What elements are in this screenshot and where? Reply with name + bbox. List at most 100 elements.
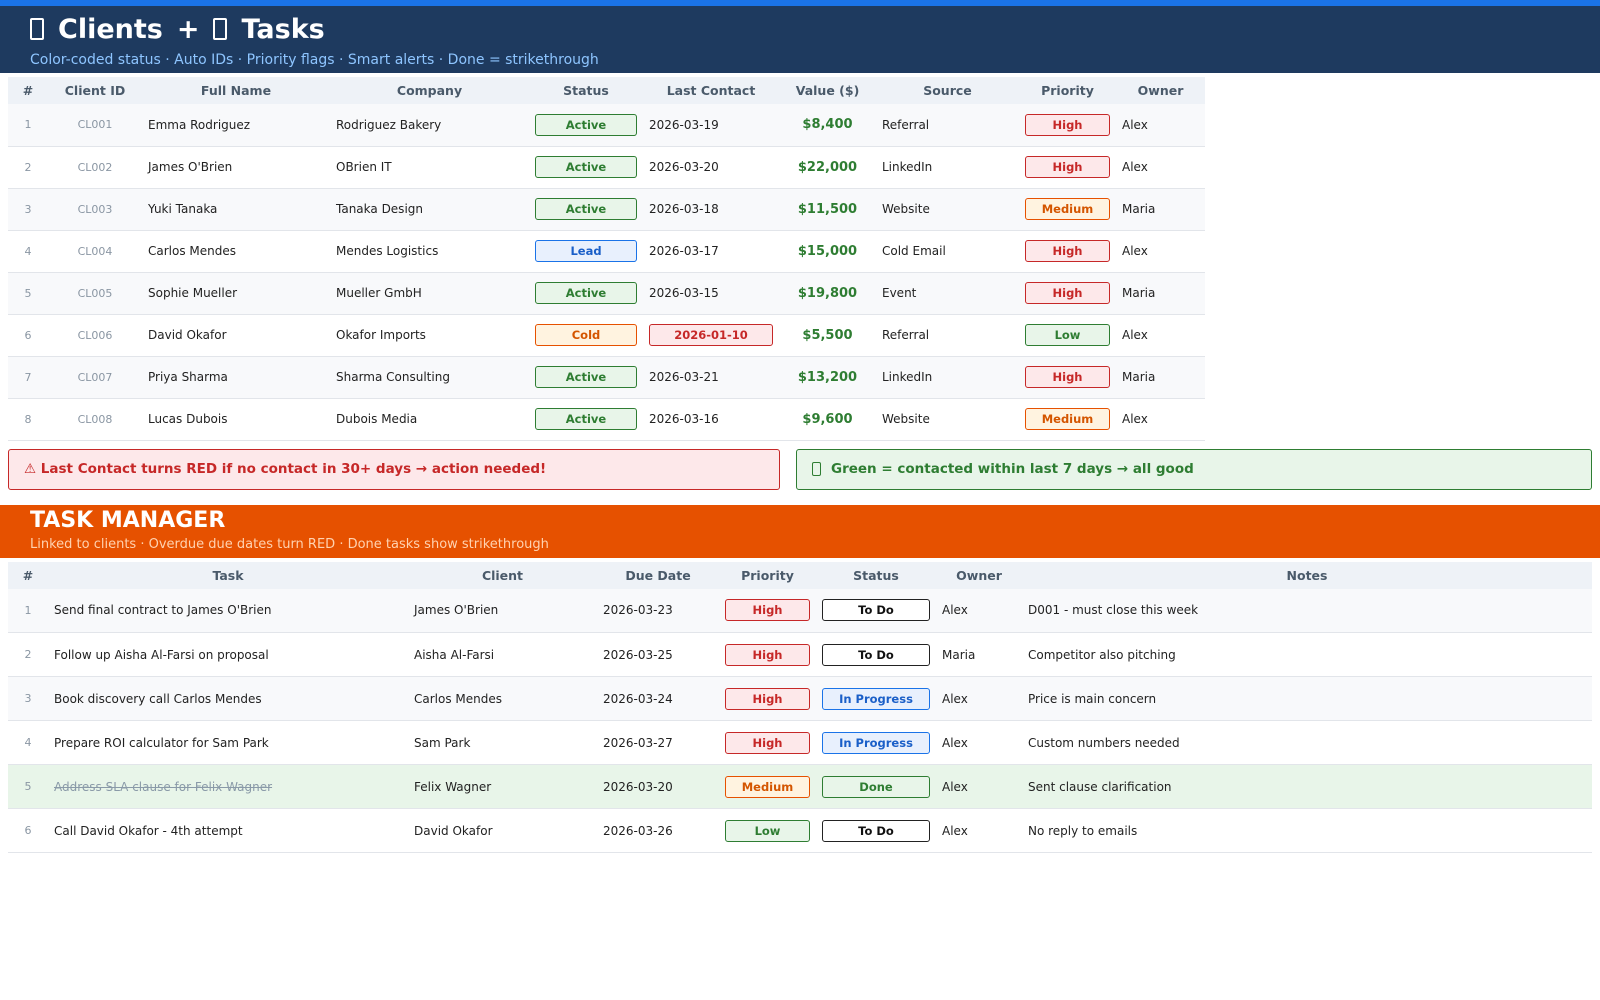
cell: High xyxy=(719,632,816,677)
cell: In Progress xyxy=(816,720,936,765)
cell: CL004 xyxy=(48,230,142,273)
cell: Low xyxy=(1019,314,1116,357)
icon xyxy=(812,462,821,476)
cell: Carlos Mendes xyxy=(408,676,597,721)
badge: Medium xyxy=(1025,408,1110,430)
cell: Follow up Aisha Al-Farsi on proposal xyxy=(48,632,408,677)
cell: Mueller GmbH xyxy=(330,272,529,315)
cell: Active xyxy=(529,188,643,231)
cell: $22,000 xyxy=(779,146,876,189)
column-header: Client ID xyxy=(48,77,142,104)
badge: To Do xyxy=(822,819,930,842)
row: 3 Book discovery call Carlos Mendes Carlos… xyxy=(8,676,1592,721)
row: 2 CL002 James O'Brien OBrien IT Active 2026-0… xyxy=(8,146,1205,189)
cell: Sent clause clarification xyxy=(1022,764,1592,809)
cell: Low xyxy=(719,808,816,853)
cell: CL001 xyxy=(48,104,142,147)
cell: Alex xyxy=(1116,104,1205,147)
badge: High xyxy=(725,643,810,666)
cell: $5,500 xyxy=(779,314,876,357)
cell: 4 xyxy=(8,230,48,273)
cell: Book discovery call Carlos Mendes xyxy=(48,676,408,721)
cell: High xyxy=(719,720,816,765)
cell: High xyxy=(1019,104,1116,147)
cell: $9,600 xyxy=(779,398,876,441)
cell: 7 xyxy=(8,356,48,399)
column-header: Status xyxy=(529,77,643,104)
badge: High xyxy=(1025,366,1110,388)
cell: No reply to emails xyxy=(1022,808,1592,853)
cell: Referral xyxy=(876,314,1019,357)
cell: Priya Sharma xyxy=(142,356,330,399)
cell: Active xyxy=(529,398,643,441)
title-text: Clients xyxy=(58,13,163,45)
cell: In Progress xyxy=(816,676,936,721)
column-header: # xyxy=(8,561,48,589)
cell: CL007 xyxy=(48,356,142,399)
cell: Active xyxy=(529,272,643,315)
column-header: Priority xyxy=(1019,77,1116,104)
cell: Website xyxy=(876,398,1019,441)
cell: $13,200 xyxy=(779,356,876,399)
cell: Medium xyxy=(1019,398,1116,441)
badge: High xyxy=(1025,113,1110,136)
cell: Address SLA clause for Felix Wagner xyxy=(48,764,408,809)
badge: High xyxy=(1025,282,1110,304)
cell: OBrien IT xyxy=(330,146,529,189)
row: 2 Follow up Aisha Al-Farsi on proposal Ais… xyxy=(8,632,1592,677)
column-header: Status xyxy=(816,561,936,589)
title-text: Tasks xyxy=(241,13,325,45)
cell: Alex xyxy=(1116,314,1205,357)
cell: 2026-01-10 xyxy=(643,314,779,357)
cell: $11,500 xyxy=(779,188,876,231)
cell: Call David Okafor - 4th attempt xyxy=(48,808,408,853)
icon xyxy=(30,18,44,40)
badge: Medium xyxy=(725,775,810,798)
alert-green: Green = contacted within last 7 days → a… xyxy=(796,448,1592,490)
badge: Lead xyxy=(535,240,637,262)
alerts: ⚠ Last Contact turns RED if no contact i… xyxy=(8,448,1592,490)
alert-text: ⚠ Last Contact turns RED if no contact i… xyxy=(24,461,547,477)
cell: Price is main concern xyxy=(1022,676,1592,721)
badge: High xyxy=(725,687,810,710)
cell: 1 xyxy=(8,588,48,633)
badge: In Progress xyxy=(822,687,930,710)
task-title: TASK MANAGER xyxy=(30,507,226,533)
cell: Medium xyxy=(719,764,816,809)
cell: Done xyxy=(816,764,936,809)
cell: Website xyxy=(876,188,1019,231)
subtitle: Color-coded status · Auto IDs · Priority… xyxy=(30,52,599,68)
row: 8 CL008 Lucas Dubois Dubois Media Active 2026… xyxy=(8,398,1205,441)
cell: Custom numbers needed xyxy=(1022,720,1592,765)
cell: High xyxy=(719,588,816,633)
cell: 6 xyxy=(8,314,48,357)
cell: To Do xyxy=(816,808,936,853)
badge: Active xyxy=(535,156,637,178)
badge: Low xyxy=(1025,324,1110,346)
badge: Active xyxy=(535,366,637,388)
cell: Active xyxy=(529,146,643,189)
cell: Active xyxy=(529,356,643,399)
column-header: Company xyxy=(330,77,529,104)
badge: Active xyxy=(535,408,637,430)
row: 4 CL004 Carlos Mendes Mendes Logistics Lead 2… xyxy=(8,230,1205,273)
cell: CL005 xyxy=(48,272,142,315)
cell: James O'Brien xyxy=(142,146,330,189)
cell: Aisha Al-Farsi xyxy=(408,632,597,677)
task-subtitle: Linked to clients · Overdue due dates tu… xyxy=(30,536,549,552)
clients-table: # Client ID Full Name Company Status Last Con… xyxy=(8,77,1205,441)
cell: Active xyxy=(529,104,643,147)
cell: Sophie Mueller xyxy=(142,272,330,315)
badge: To Do xyxy=(822,599,930,622)
badge: 2026-01-10 xyxy=(649,324,773,346)
column-header: Source xyxy=(876,77,1019,104)
alert-text: Green = contacted within last 7 days → a… xyxy=(831,461,1194,477)
row: 6 CL006 David Okafor Okafor Imports Cold 2026… xyxy=(8,314,1205,357)
cell: Yuki Tanaka xyxy=(142,188,330,231)
cell: Alex xyxy=(936,808,1022,853)
cell: High xyxy=(1019,272,1116,315)
icon xyxy=(213,18,228,40)
cell: 2026-03-26 xyxy=(597,808,719,853)
cell: CL008 xyxy=(48,398,142,441)
badge: High xyxy=(725,731,810,754)
